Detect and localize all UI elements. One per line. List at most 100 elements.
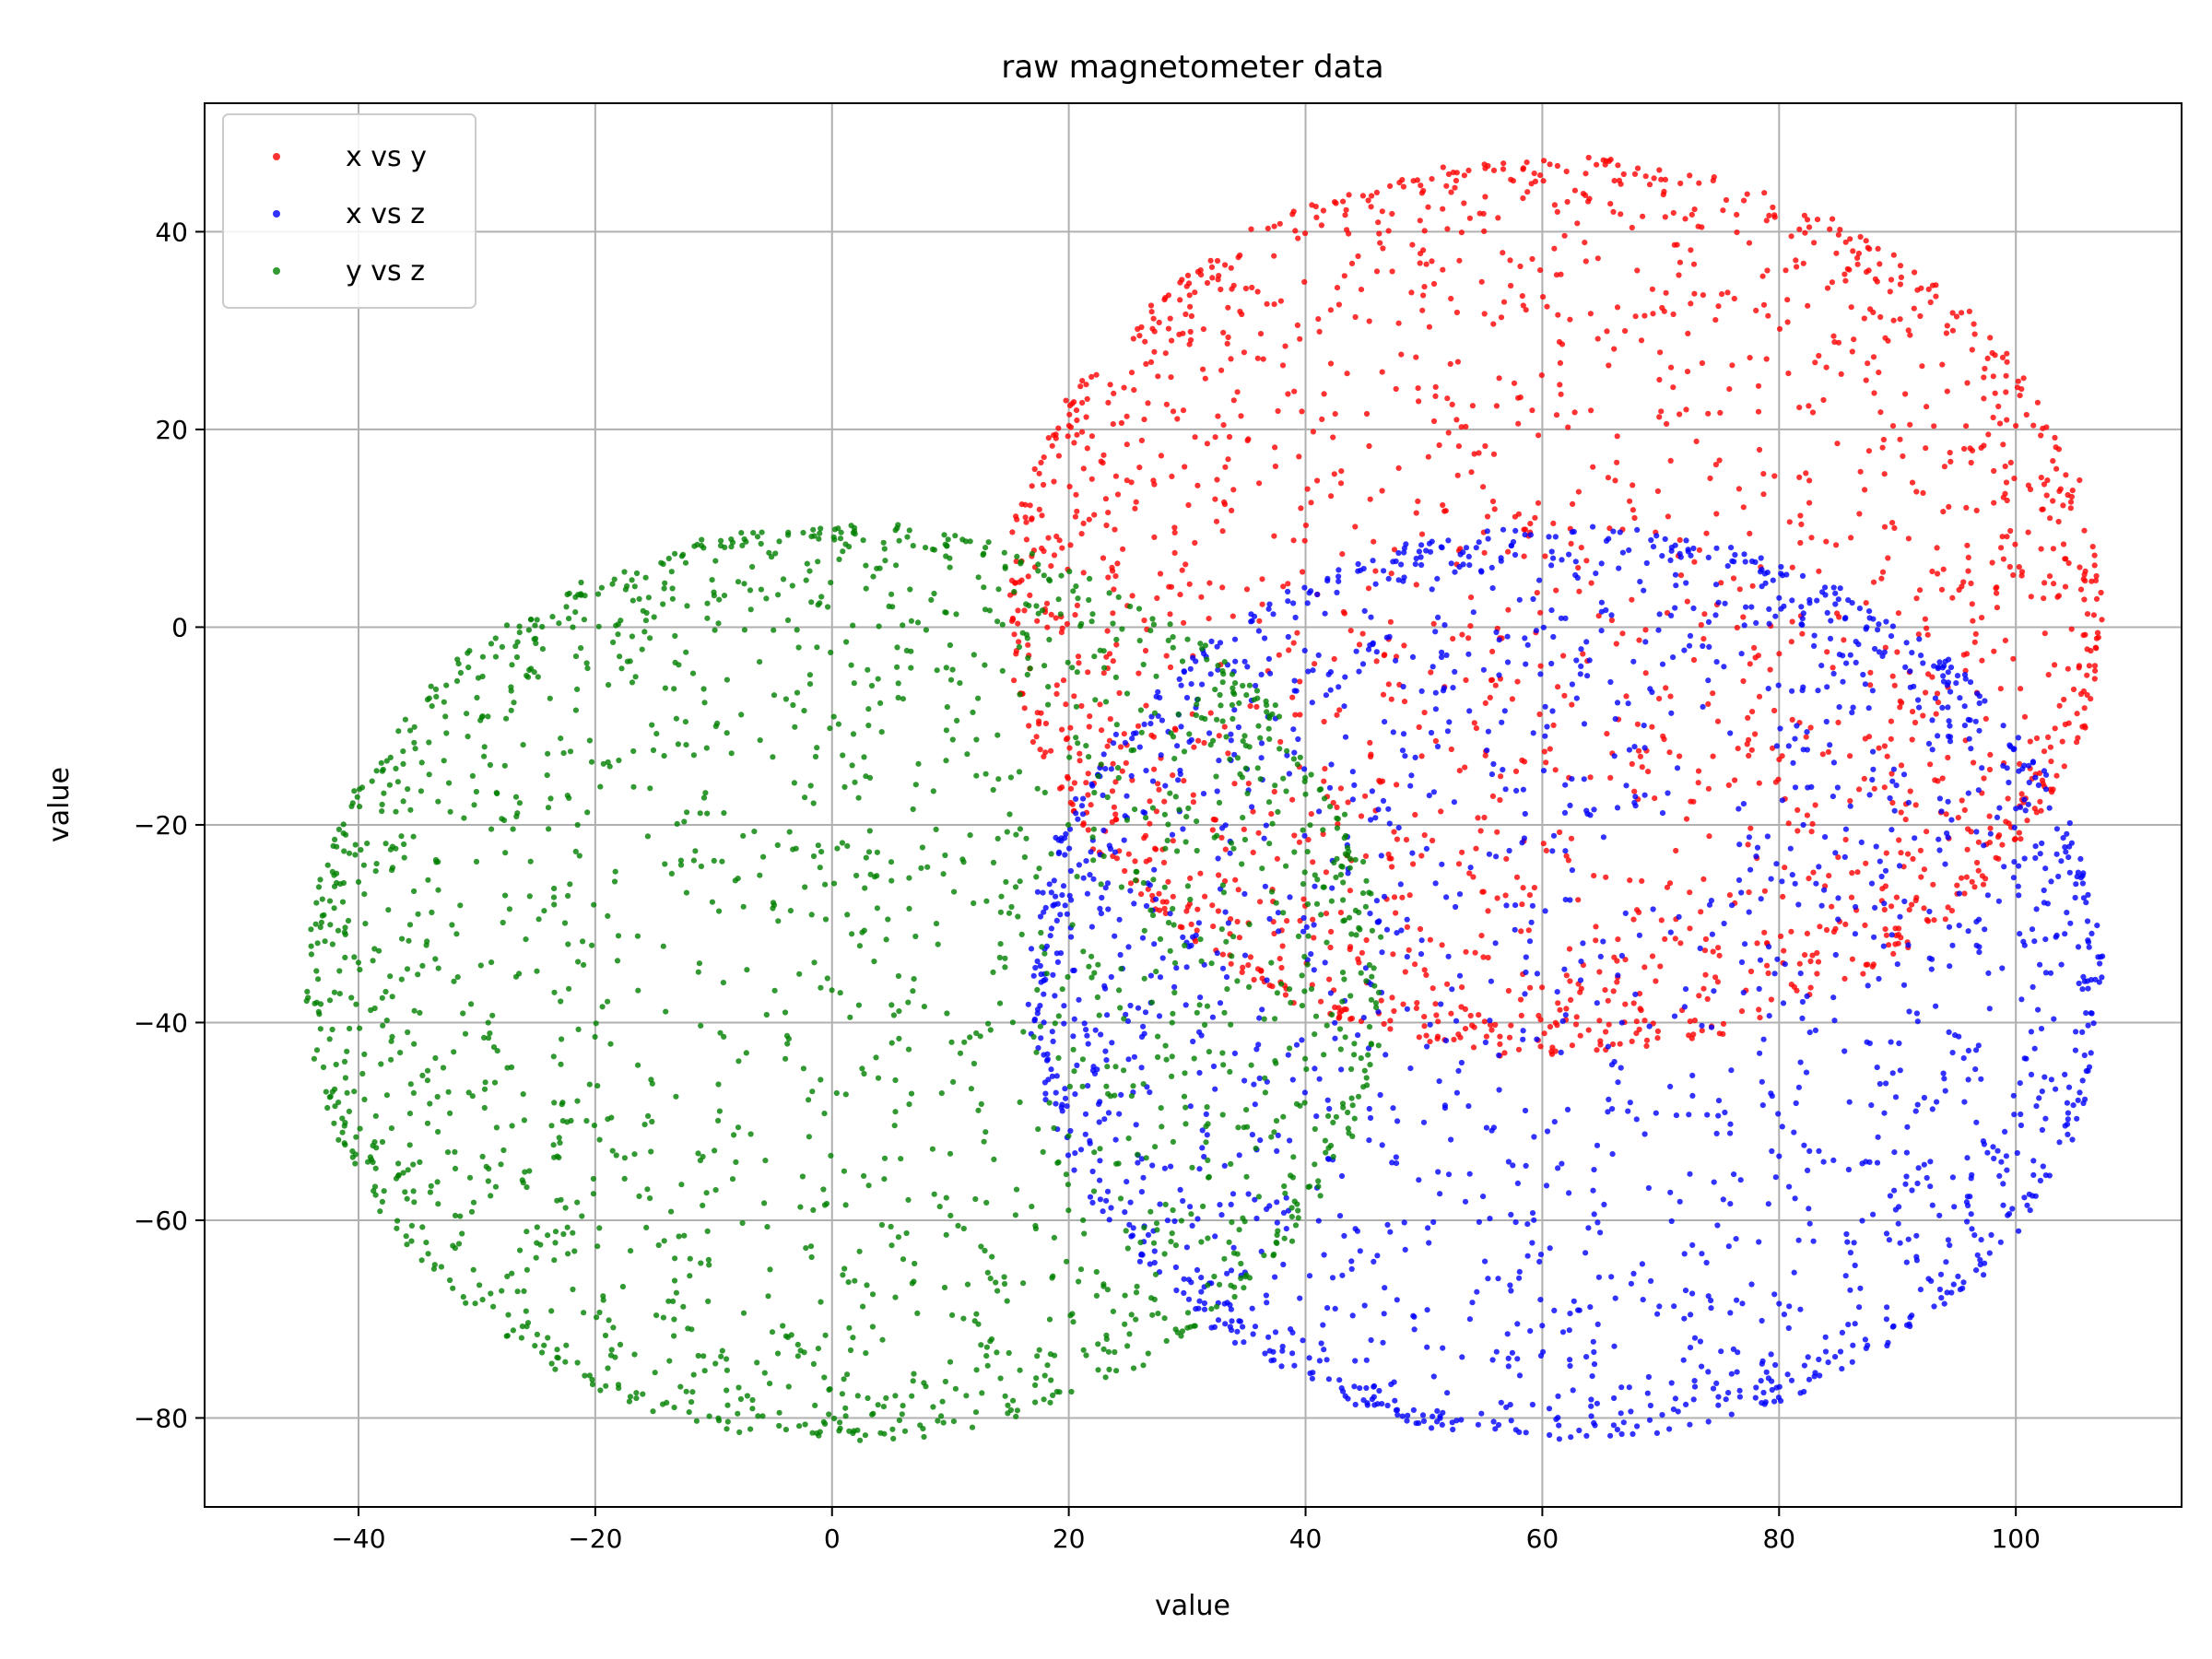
data-point-x-vs-z — [1729, 558, 1735, 564]
data-point-x-vs-z — [2065, 854, 2072, 861]
data-point-y-vs-z — [331, 905, 337, 912]
data-point-x-vs-z — [1896, 1040, 1902, 1047]
data-point-x-vs-y — [1103, 653, 1110, 660]
data-point-x-vs-y — [1654, 488, 1661, 495]
data-point-x-vs-y — [1877, 313, 1884, 321]
data-point-x-vs-z — [1261, 835, 1267, 841]
data-point-x-vs-z — [1705, 618, 1712, 626]
data-point-x-vs-z — [1608, 1274, 1615, 1280]
data-point-x-vs-z — [2039, 1126, 2045, 1134]
data-point-y-vs-z — [860, 537, 866, 544]
data-point-x-vs-z — [1976, 727, 1983, 734]
data-point-x-vs-z — [1967, 679, 1974, 686]
data-point-x-vs-z — [1522, 991, 1528, 997]
data-point-x-vs-y — [1710, 753, 1716, 759]
data-point-x-vs-y — [1388, 571, 1394, 577]
data-point-x-vs-z — [2053, 851, 2060, 857]
data-point-x-vs-z — [1901, 898, 1908, 905]
data-point-x-vs-z — [1634, 526, 1641, 534]
data-point-x-vs-z — [1648, 536, 1654, 544]
data-point-x-vs-z — [1975, 1042, 1982, 1049]
data-point-y-vs-z — [831, 536, 838, 543]
data-point-x-vs-y — [1605, 475, 1611, 481]
data-point-y-vs-z — [651, 614, 657, 620]
data-point-x-vs-y — [1987, 825, 1994, 831]
data-point-y-vs-z — [345, 917, 352, 924]
data-point-x-vs-y — [1401, 642, 1407, 649]
data-point-x-vs-z — [1420, 1119, 1428, 1125]
data-point-x-vs-z — [1522, 532, 1528, 538]
data-point-x-vs-y — [1136, 333, 1143, 339]
data-point-x-vs-z — [1393, 657, 1399, 664]
data-point-x-vs-y — [1508, 1022, 1514, 1029]
data-point-x-vs-y — [1394, 836, 1400, 842]
data-point-x-vs-y — [2007, 527, 2014, 535]
data-point-x-vs-y — [1606, 1021, 1612, 1028]
data-point-x-vs-y — [1811, 240, 1818, 246]
data-point-y-vs-z — [885, 916, 891, 923]
data-point-x-vs-y — [1142, 832, 1149, 839]
data-point-x-vs-y — [2034, 399, 2041, 406]
data-point-y-vs-z — [645, 1112, 652, 1119]
data-point-x-vs-z — [1424, 1344, 1430, 1350]
data-point-x-vs-z — [1236, 1318, 1242, 1324]
data-point-x-vs-y — [1346, 230, 1352, 237]
data-point-x-vs-z — [1345, 870, 1351, 877]
data-point-y-vs-z — [1175, 711, 1182, 718]
data-point-x-vs-y — [1861, 775, 1867, 782]
data-point-x-vs-y — [1540, 841, 1547, 847]
data-point-x-vs-z — [1293, 688, 1300, 694]
data-point-x-vs-z — [1534, 971, 1540, 977]
data-point-x-vs-y — [1168, 374, 1174, 381]
data-point-x-vs-y — [1878, 575, 1885, 582]
data-point-x-vs-y — [1838, 371, 1844, 377]
data-point-y-vs-z — [843, 639, 850, 645]
data-point-y-vs-z — [400, 760, 406, 768]
data-point-x-vs-y — [1342, 212, 1348, 218]
data-point-x-vs-y — [1699, 359, 1705, 367]
data-point-y-vs-z — [877, 700, 884, 707]
data-point-x-vs-y — [1784, 319, 1791, 325]
data-point-x-vs-z — [1936, 795, 1943, 802]
data-point-x-vs-z — [1307, 1370, 1313, 1377]
data-point-x-vs-z — [1760, 1036, 1767, 1042]
data-point-y-vs-z — [1230, 689, 1237, 696]
data-point-x-vs-y — [1863, 238, 1869, 244]
data-point-x-vs-y — [1113, 855, 1120, 862]
data-point-y-vs-z — [782, 696, 790, 702]
data-point-x-vs-z — [1321, 1347, 1327, 1353]
data-point-x-vs-z — [1797, 1390, 1804, 1396]
data-point-y-vs-z — [909, 1393, 915, 1399]
data-point-x-vs-y — [1661, 736, 1667, 743]
data-point-x-vs-y — [1066, 411, 1073, 418]
data-point-x-vs-z — [2044, 900, 2051, 907]
data-point-y-vs-z — [1149, 805, 1156, 811]
data-point-y-vs-z — [763, 1011, 770, 1018]
data-point-y-vs-z — [911, 976, 917, 982]
data-point-x-vs-y — [1909, 479, 1916, 486]
data-point-x-vs-y — [1772, 779, 1779, 785]
data-point-x-vs-y — [1948, 908, 1955, 914]
data-point-x-vs-y — [1966, 308, 1972, 314]
data-point-x-vs-z — [1872, 645, 1878, 653]
data-point-x-vs-y — [1585, 198, 1592, 205]
data-point-x-vs-z — [1540, 768, 1547, 774]
data-point-y-vs-z — [510, 826, 516, 832]
data-point-x-vs-z — [1172, 1264, 1179, 1271]
data-point-x-vs-z — [1763, 1369, 1770, 1375]
data-point-x-vs-z — [1127, 1002, 1134, 1009]
data-point-x-vs-z — [1964, 1155, 1971, 1161]
data-point-x-vs-y — [1111, 804, 1117, 810]
data-point-x-vs-y — [1067, 542, 1074, 548]
data-point-x-vs-z — [1914, 1180, 1921, 1187]
data-point-x-vs-y — [1630, 916, 1637, 923]
data-point-x-vs-y — [1664, 884, 1671, 890]
data-point-x-vs-y — [1371, 538, 1377, 545]
data-point-x-vs-y — [1524, 189, 1531, 195]
data-point-x-vs-y — [1480, 484, 1487, 490]
data-point-x-vs-z — [1824, 609, 1830, 617]
data-point-x-vs-z — [1641, 792, 1648, 798]
data-point-x-vs-y — [1715, 945, 1722, 951]
data-point-y-vs-z — [582, 1372, 588, 1379]
data-point-x-vs-z — [1441, 685, 1447, 691]
